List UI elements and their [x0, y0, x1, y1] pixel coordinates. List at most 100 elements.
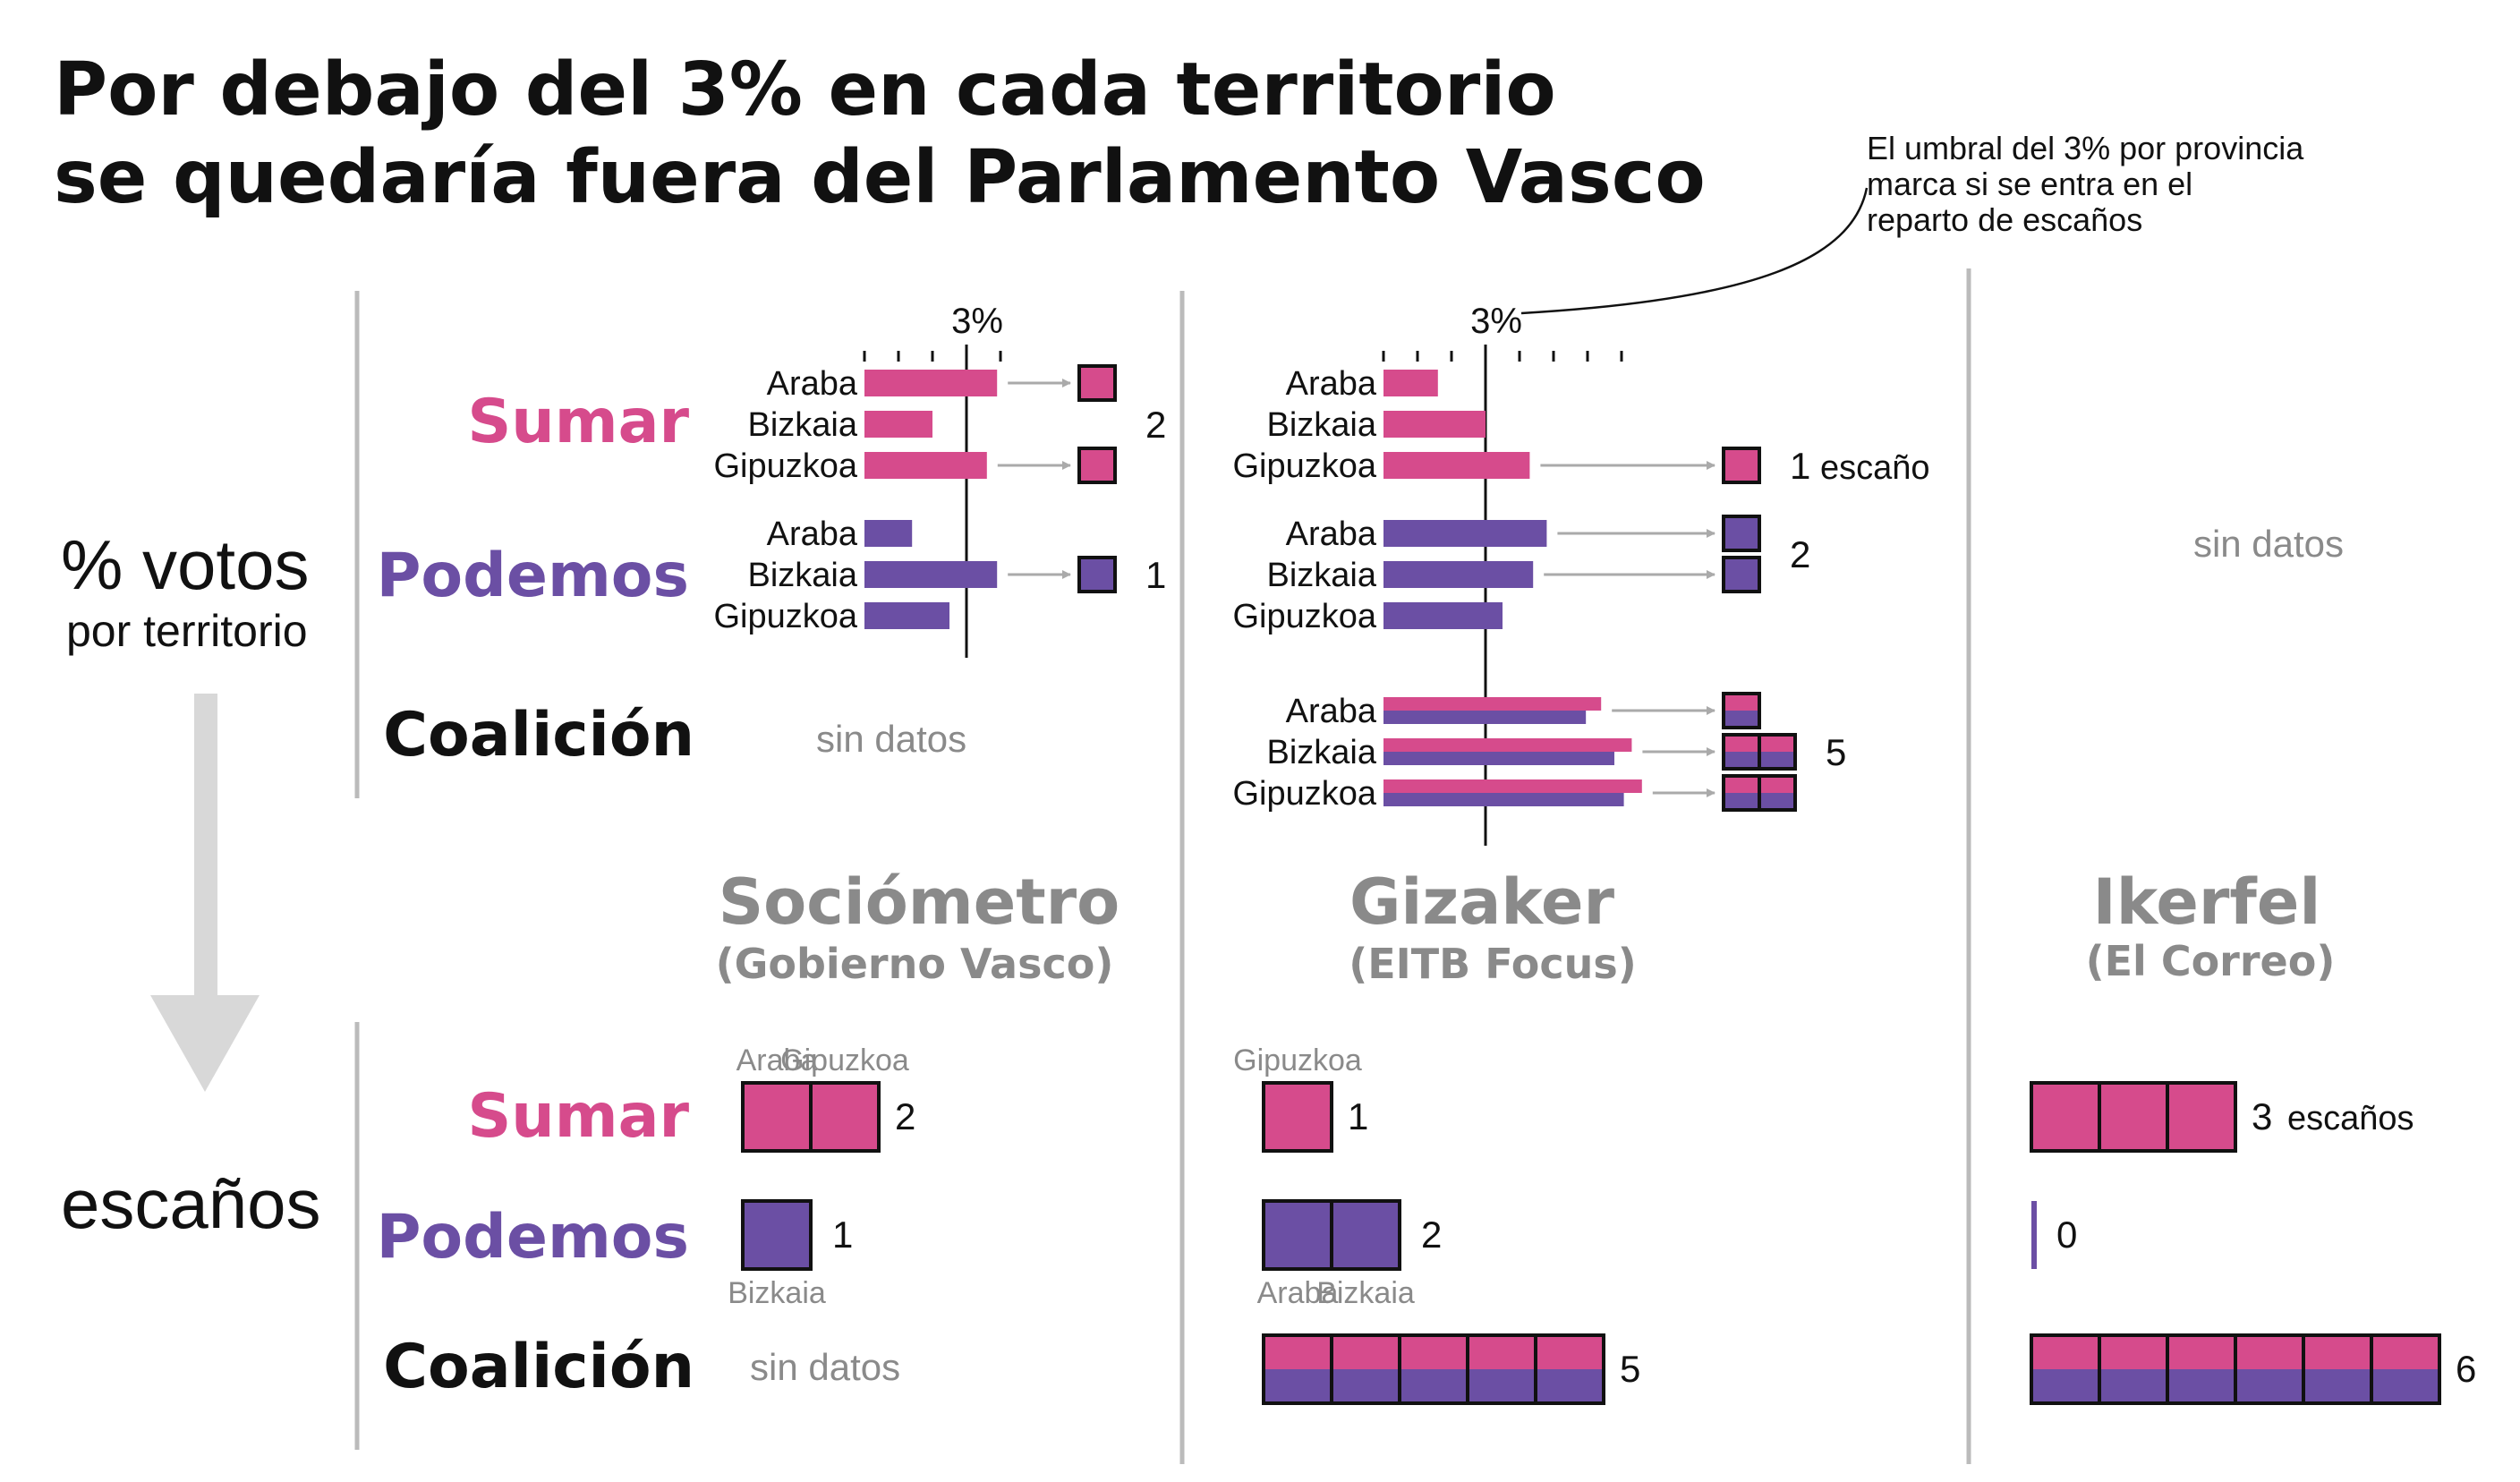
seats-gizaker-podemos-seat-0	[1262, 1199, 1333, 1271]
votes-gizaker-coalicion-seatbox-gipuzkoa-1-top	[1759, 776, 1795, 793]
votes-socimetro-podemos-prov-gipuzkoa: Gipuzkoa	[713, 598, 857, 635]
seats-ikerfel-sumar-seat-1	[2098, 1081, 2169, 1153]
votes-gizaker-sumar-bar-bizkaia	[1383, 411, 1486, 438]
note-leader-line	[1520, 187, 1869, 315]
seats-gizaker-coalicion-seat-2-top	[1400, 1335, 1468, 1369]
votes-socimetro-podemos-seatbox-bizkaia-0	[1077, 556, 1117, 593]
seats-socimetro-sumar-count: 2	[895, 1095, 915, 1137]
votes-socimetro-sumar-bar-bizkaia	[864, 411, 932, 438]
votes-gizaker-coalicion-seatbox-araba-0	[1722, 692, 1761, 729]
votes-socimetro-sumar-seatbox-gipuzkoa-0	[1077, 447, 1117, 484]
votes-gizaker-sumar-total-unit: escaño	[1820, 449, 1930, 487]
votes-gizaker-coalicion-prov-araba: Araba	[1286, 693, 1377, 730]
seats-ikerfel-coalicion-seat-1-bottom	[2099, 1369, 2167, 1403]
votes-gizaker-coalicion-seatbox-araba-0-top	[1724, 694, 1759, 711]
seats-gizaker-coalicion-seat-4-top	[1536, 1335, 1604, 1369]
seats-gizaker-coalicion-seat-3-top	[1468, 1335, 1536, 1369]
pollster-medium-ikerfel: (El Correo)	[2086, 937, 2336, 985]
votes-label-coalicion: Coalición	[383, 700, 694, 771]
seats-ikerfel-coalicion-seat-3-bottom	[2235, 1369, 2303, 1403]
votes-gizaker-coalicion-bar-araba-sumar	[1383, 697, 1602, 711]
pollster-medium-gizaker: (EITB Focus)	[1349, 940, 1637, 988]
votes-label-sumar: Sumar	[467, 387, 689, 457]
seats-ikerfel-coalicion-count: 6	[2456, 1348, 2476, 1390]
no-data-seats-sociometro-coalicion: sin datos	[750, 1346, 900, 1388]
seats-ikerfel-coalicion-seat-2-top	[2167, 1335, 2235, 1369]
seats-gizaker-sumar-prov-0: Gipuzkoa	[1233, 1043, 1362, 1077]
votes-gizaker-podemos-seatbox-araba-0	[1722, 515, 1761, 552]
votes-gizaker-sumar-bar-gipuzkoa	[1383, 452, 1530, 479]
votes-gizaker-threshold-label: 3%	[1470, 302, 1522, 341]
seats-ikerfel-sumar-seat-2	[2166, 1081, 2237, 1153]
votes-socimetro-sumar-prov-bizkaia: Bizkaia	[748, 406, 858, 444]
seats-socimetro-sumar-prov-1: Gipuzkoa	[780, 1043, 909, 1077]
pollster-name-ikerfel: Ikerfel	[2093, 865, 2321, 939]
votes-gizaker-coalicion-seatbox-araba-0-bottom	[1724, 711, 1759, 728]
seats-ikerfel-sumar-seat-0	[2030, 1081, 2101, 1153]
seats-ikerfel-coalicion-seat-5-top	[2371, 1335, 2439, 1369]
votes-gizaker-coalicion-bar-gipuzkoa-sumar	[1383, 779, 1642, 793]
seats-gizaker-coalicion-seat-4	[1534, 1333, 1605, 1405]
votes-gizaker-sumar-seatbox-gipuzkoa-0	[1722, 447, 1761, 484]
seats-ikerfel-podemos-zero-mark	[2031, 1201, 2037, 1269]
votes-gizaker-coalicion-bar-bizkaia-sumar	[1383, 738, 1632, 752]
votes-gizaker-coalicion-bar-araba-podemos	[1383, 711, 1587, 724]
seats-socimetro-podemos-seat-0	[741, 1199, 813, 1271]
chart-marks: 3%ArabaBizkaiaGipuzkoa2ArabaBizkaiaGipuz…	[713, 302, 2476, 1405]
seats-ikerfel-coalicion-seat-5	[2370, 1333, 2441, 1405]
no-data-votes-ikerfel: sin datos	[2193, 523, 2344, 565]
seats-label-sumar: Sumar	[467, 1081, 689, 1152]
votes-gizaker-coalicion-seatbox-gipuzkoa-0-top	[1724, 776, 1759, 793]
note-line-3: reparto de escaños	[1867, 201, 2142, 238]
votes-gizaker-coalicion-seatbox-bizkaia-0-top	[1724, 735, 1759, 752]
no-data-votes-sociometro-coalicion: sin datos	[816, 718, 966, 760]
seats-gizaker-sumar-count: 1	[1348, 1095, 1368, 1137]
seats-gizaker-podemos-count: 2	[1421, 1214, 1442, 1256]
votes-gizaker-coalicion-total: 5	[1826, 731, 1846, 773]
seats-socimetro-podemos-count: 1	[832, 1214, 853, 1256]
seats-side-label: escaños	[61, 1164, 321, 1243]
votes-gizaker-sumar-prov-araba: Araba	[1286, 365, 1377, 403]
votes-gizaker-podemos-prov-araba: Araba	[1286, 515, 1377, 553]
votes-socimetro-podemos-prov-araba: Araba	[767, 515, 858, 553]
votes-socimetro-podemos-prov-bizkaia: Bizkaia	[748, 557, 858, 594]
seats-ikerfel-sumar-unit: escaños	[2287, 1100, 2414, 1137]
votes-gizaker-sumar-prov-bizkaia: Bizkaia	[1267, 406, 1377, 444]
votes-socimetro-sumar-seatbox-araba-0	[1077, 364, 1117, 402]
votes-socimetro-sumar-total: 2	[1145, 404, 1166, 446]
seats-label-podemos: Podemos	[377, 1202, 689, 1273]
votes-gizaker-coalicion-seatbox-bizkaia-0-bottom	[1724, 752, 1759, 769]
votes-socimetro-podemos-total: 1	[1145, 554, 1166, 596]
votes-gizaker-sumar-bar-araba	[1383, 370, 1438, 396]
down-arrow-shaft	[194, 694, 217, 998]
seats-ikerfel-coalicion-seat-0-bottom	[2031, 1369, 2099, 1403]
seats-ikerfel-coalicion-seat-1-top	[2099, 1335, 2167, 1369]
votes-gizaker-coalicion-seatbox-gipuzkoa-1-bottom	[1759, 793, 1795, 810]
votes-gizaker-coalicion-seatbox-bizkaia-1-top	[1759, 735, 1795, 752]
votes-socimetro-threshold-label: 3%	[951, 302, 1003, 341]
seats-gizaker-podemos-prov-0: Araba	[1257, 1276, 1339, 1310]
seats-gizaker-coalicion-seat-1-top	[1332, 1335, 1400, 1369]
pollster-name-gizaker: Gizaker	[1349, 865, 1615, 939]
votes-gizaker-podemos-bar-araba	[1383, 520, 1547, 547]
seats-gizaker-podemos-prov-1: Bizkaia	[1316, 1276, 1415, 1310]
votes-socimetro-podemos-bar-araba	[864, 520, 913, 547]
votes-socimetro-sumar-prov-araba: Araba	[767, 365, 858, 403]
votes-socimetro-sumar-bar-araba	[864, 370, 998, 396]
seats-ikerfel-coalicion-seat-4-bottom	[2303, 1369, 2371, 1403]
title-line-2: se quedaría fuera del Parlamento Vasco	[54, 135, 1706, 220]
votes-socimetro-podemos-bar-bizkaia	[864, 561, 998, 588]
seats-ikerfel-coalicion-seat-3-top	[2235, 1335, 2303, 1369]
votes-socimetro-sumar-bar-gipuzkoa	[864, 452, 987, 479]
votes-gizaker-podemos-prov-gipuzkoa: Gipuzkoa	[1232, 598, 1376, 635]
votes-gizaker-podemos-total: 2	[1790, 533, 1810, 575]
seats-socimetro-podemos-prov-0: Bizkaia	[728, 1276, 826, 1310]
seats-socimetro-sumar-seat-0	[741, 1081, 813, 1153]
seats-ikerfel-coalicion-seat-4-top	[2303, 1335, 2371, 1369]
votes-gizaker-coalicion-bar-bizkaia-podemos	[1383, 752, 1614, 765]
seats-gizaker-coalicion-seat-3-bottom	[1468, 1369, 1536, 1403]
votes-gizaker-podemos-seatbox-bizkaia-0	[1722, 556, 1761, 593]
down-arrow-head	[150, 995, 260, 1092]
pollster-medium-sociometro: (Gobierno Vasco)	[716, 940, 1114, 988]
note-line-1: El umbral del 3% por provincia	[1867, 130, 2304, 166]
